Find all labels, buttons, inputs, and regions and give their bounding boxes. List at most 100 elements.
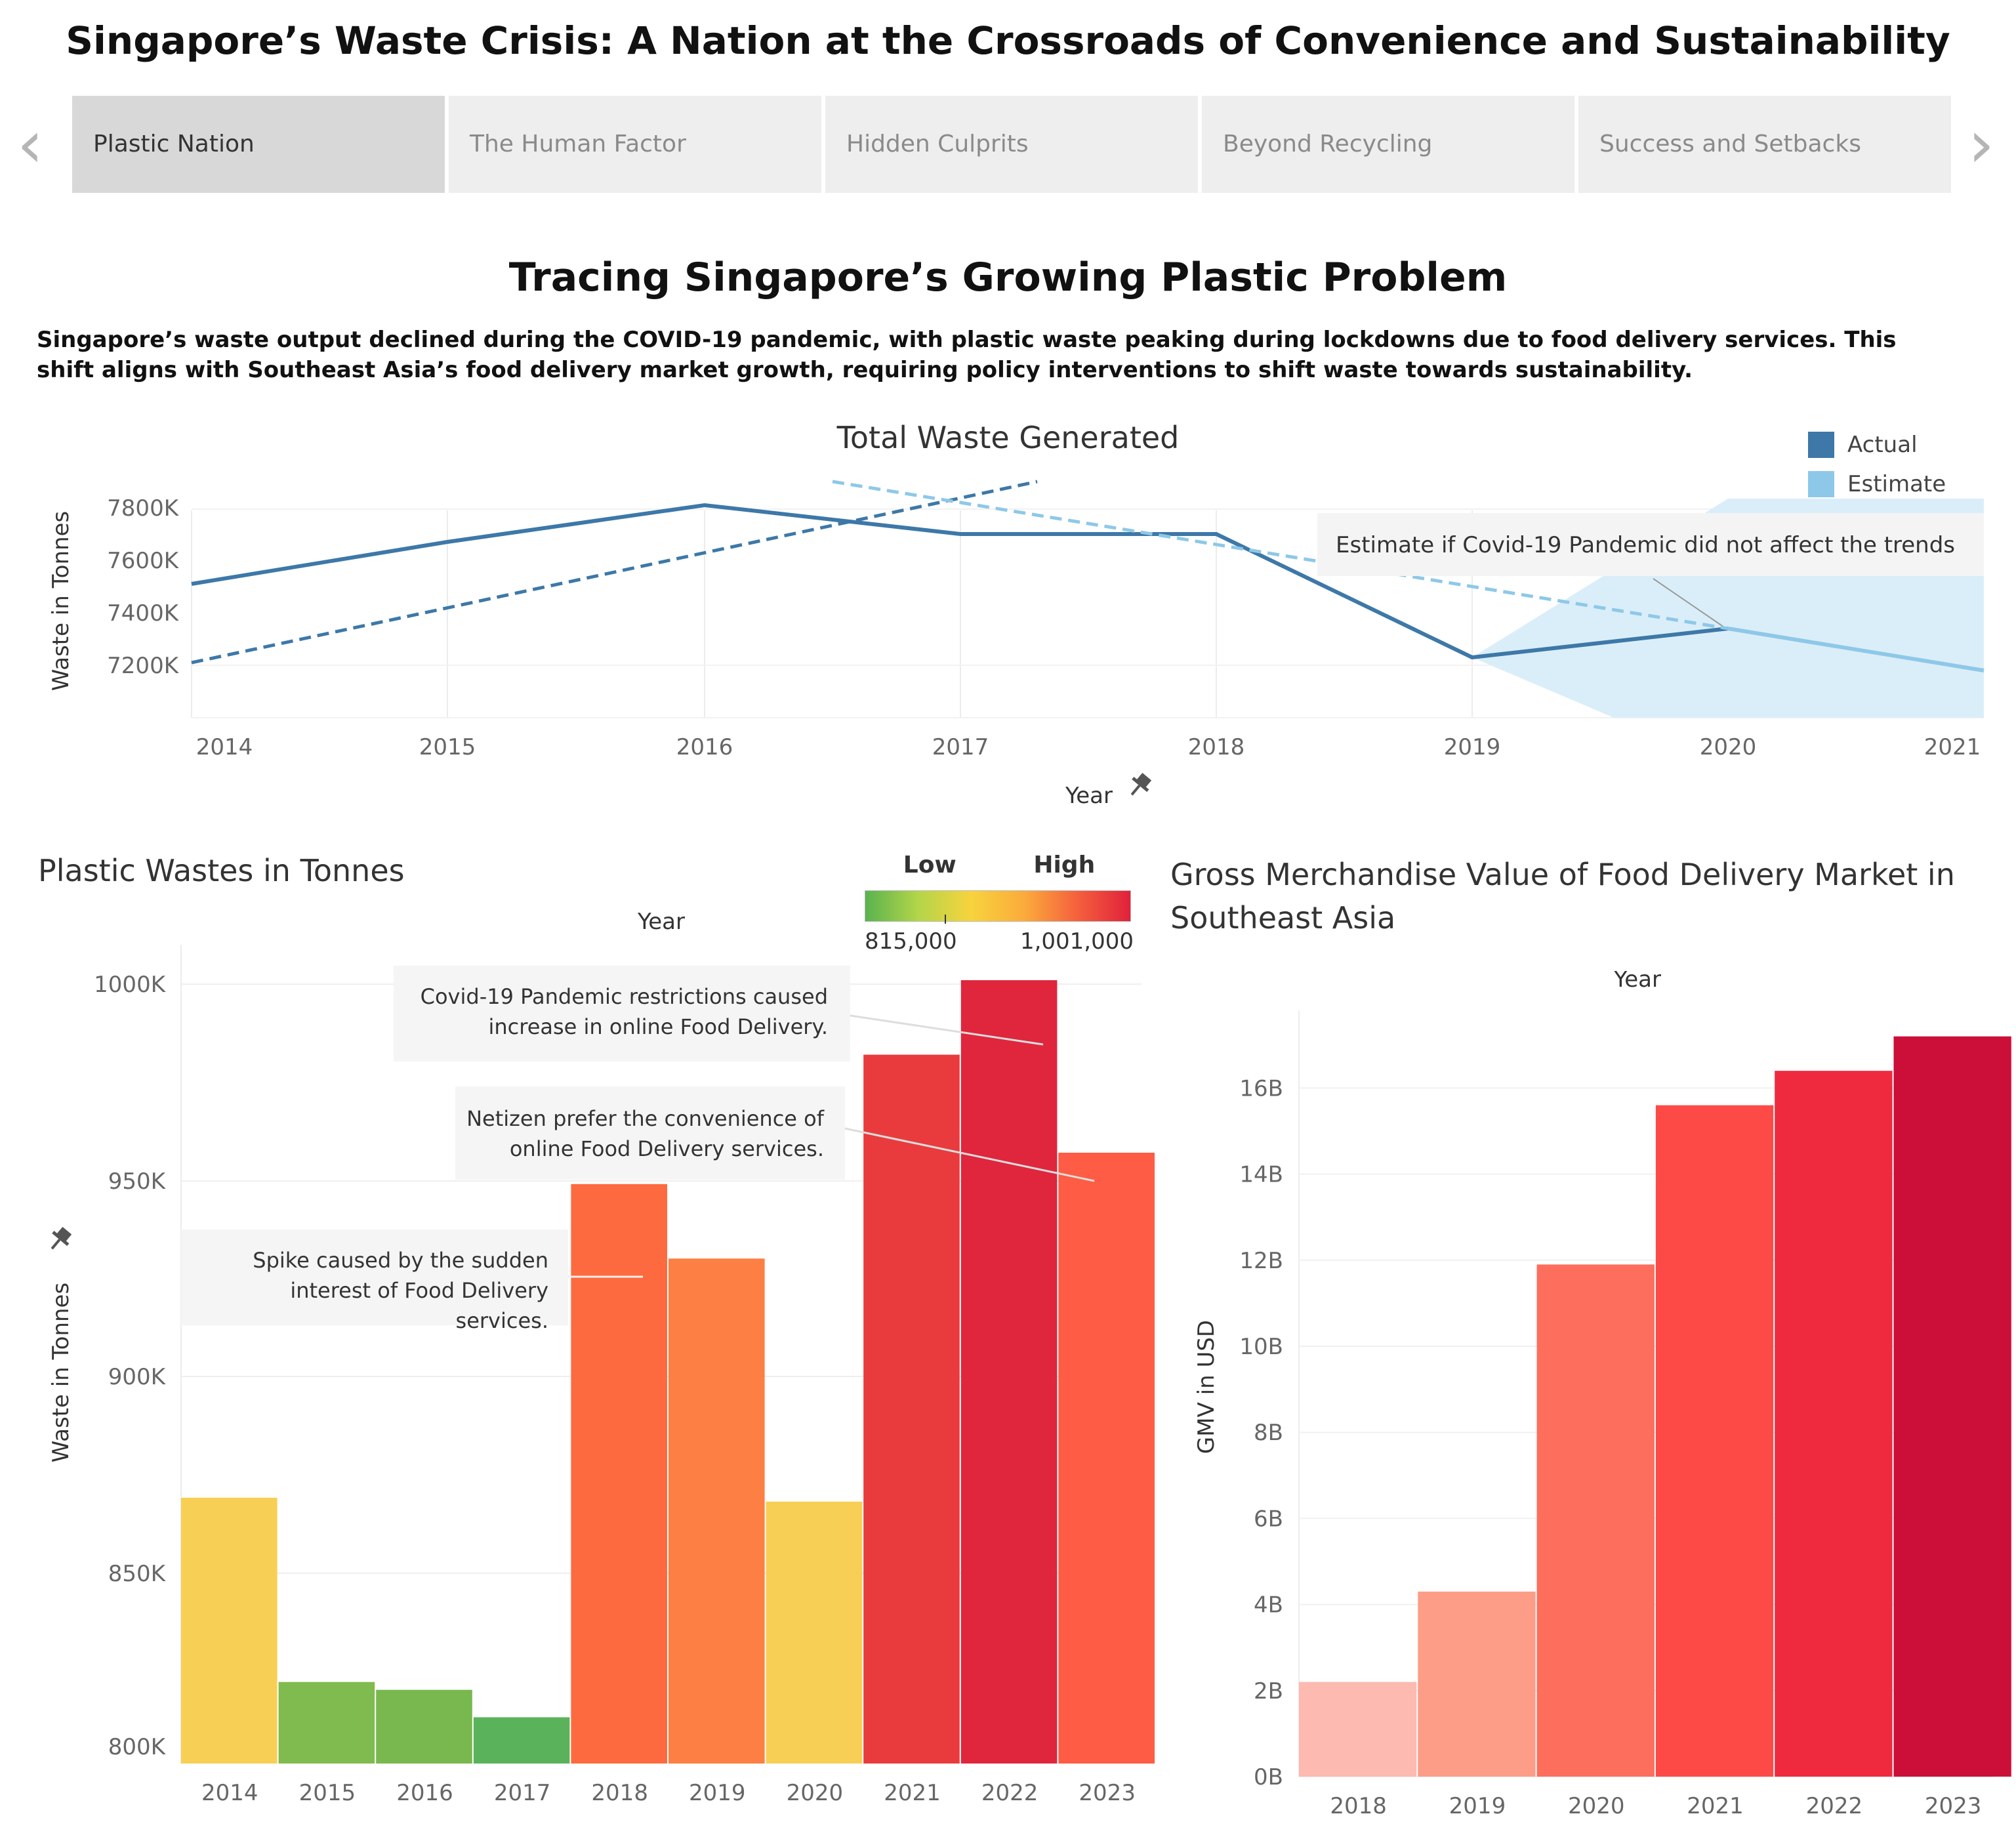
plastic-bar-2018[interactable] bbox=[571, 1184, 667, 1764]
gmv-y-tick-10B: 10B bbox=[1239, 1334, 1283, 1360]
chevron-left-icon[interactable]: ‹ bbox=[17, 106, 43, 182]
x-tick-2020: 2020 bbox=[1700, 734, 1757, 760]
plastic-x-tick-2022: 2022 bbox=[981, 1780, 1039, 1806]
gmv-y-tick-6B: 6B bbox=[1254, 1506, 1283, 1532]
gmv-y-tick-2B: 2B bbox=[1254, 1678, 1283, 1704]
legend-item-actual[interactable]: Actual bbox=[1808, 425, 1946, 464]
gmv-y-tick-8B: 8B bbox=[1254, 1420, 1283, 1446]
gmv-bar-2018[interactable] bbox=[1299, 1682, 1417, 1777]
y-tick-7600k: 7600K bbox=[107, 548, 180, 574]
gmv-chart: 2018 2019 2020 2021 2022 2023 16B 14B 12B 10B 8B 6… bbox=[1193, 971, 2011, 1819]
netizen-annotation-box bbox=[455, 1086, 845, 1180]
gmv-x-tick-2023: 2023 bbox=[1925, 1793, 1982, 1819]
gmv-y-axis-label: GMV in USD bbox=[1193, 1320, 1220, 1454]
gmv-y-ticks: 16B 14B 12B 10B 8B 6B 4B 2B 0B bbox=[1239, 1075, 1283, 1790]
x-tick-2014: 2014 bbox=[196, 734, 253, 760]
color-scale-gradient bbox=[865, 890, 1131, 924]
plastic-bar-2014[interactable] bbox=[181, 1497, 278, 1764]
gmv-chart-title: Gross Merchandise Value of Food Delivery… bbox=[1170, 857, 1955, 936]
tab-success-setbacks[interactable]: Success and Setbacks bbox=[1578, 96, 1951, 193]
gmv-x-ticks: 2018 2019 2020 2021 2022 2023 bbox=[1330, 1793, 1981, 1819]
line-chart-title: Total Waste Generated bbox=[836, 420, 1180, 455]
gmv-y-tick-4B: 4B bbox=[1254, 1592, 1283, 1619]
plastic-y-tick-950k: 950K bbox=[108, 1168, 167, 1195]
x-tick-2016: 2016 bbox=[676, 734, 733, 760]
color-scale-legend: Low High 815,000 1,001,000 bbox=[865, 852, 1134, 955]
line-chart-marks bbox=[191, 480, 1985, 672]
plastic-bar-2015[interactable] bbox=[278, 1682, 375, 1764]
plastic-chart-title: Plastic Wastes in Tonnes bbox=[38, 853, 405, 888]
plastic-waste-chart: 2014 2015 2016 2017 2018 2019 2020 2021 2022 2023… bbox=[45, 909, 1155, 1806]
gmv-x-tick-2022: 2022 bbox=[1806, 1793, 1863, 1819]
y-tick-7200k: 7200K bbox=[107, 653, 180, 679]
gmv-x-tick-2018: 2018 bbox=[1330, 1793, 1387, 1819]
x-tick-2021: 2021 bbox=[1924, 734, 1981, 760]
plastic-x-tick-2017: 2017 bbox=[494, 1780, 551, 1806]
y-tick-7800k: 7800K bbox=[107, 495, 180, 522]
story-title: Tracing Singapore’s Growing Plastic Prob… bbox=[508, 255, 1508, 300]
story-tabs: Plastic Nation The Human Factor Hidden C… bbox=[72, 96, 1951, 193]
plastic-bar-2017[interactable] bbox=[473, 1717, 570, 1764]
gmv-y-tick-12B: 12B bbox=[1239, 1248, 1283, 1274]
plastic-x-tick-2015: 2015 bbox=[299, 1780, 356, 1806]
covid-annotation: Covid-19 Pandemic restrictions caused inc… bbox=[421, 984, 828, 1039]
tab-human-factor[interactable]: The Human Factor bbox=[449, 96, 821, 193]
gmv-x-tick-2019: 2019 bbox=[1449, 1793, 1506, 1819]
color-scale-low: Low bbox=[903, 852, 957, 878]
plastic-bar-2020[interactable] bbox=[766, 1501, 863, 1764]
legend-item-estimate[interactable]: Estimate bbox=[1808, 464, 1946, 504]
gmv-bars bbox=[1299, 1036, 2011, 1777]
plastic-x-tick-2016: 2016 bbox=[396, 1780, 453, 1806]
plastic-bar-2019[interactable] bbox=[669, 1258, 765, 1764]
tab-beyond-recycling[interactable]: Beyond Recycling bbox=[1202, 96, 1574, 193]
color-scale-tick bbox=[945, 915, 946, 924]
plastic-y-tick-800k: 800K bbox=[108, 1734, 167, 1760]
plastic-bar-2022[interactable] bbox=[960, 980, 1058, 1764]
gmv-y-tick-16B: 16B bbox=[1239, 1075, 1283, 1102]
x-tick-2019: 2019 bbox=[1444, 734, 1501, 760]
plastic-bars bbox=[181, 980, 1155, 1764]
plastic-bar-2023[interactable] bbox=[1058, 1152, 1155, 1764]
gmv-bar-2020[interactable] bbox=[1536, 1264, 1655, 1777]
gmv-bar-2021[interactable] bbox=[1655, 1105, 1774, 1777]
total-waste-chart: Estimate if Covid-19 Pandemic did not af… bbox=[48, 480, 1985, 809]
color-scale-high: High bbox=[1033, 852, 1096, 878]
x-tick-2018: 2018 bbox=[1188, 734, 1245, 760]
color-scale-max: 1,001,000 bbox=[1019, 928, 1134, 955]
plastic-x-ticks: 2014 2015 2016 2017 2018 2019 2020 2021 2022 2023 bbox=[201, 1780, 1136, 1806]
plastic-x-tick-2020: 2020 bbox=[787, 1780, 844, 1806]
plastic-x-tick-2018: 2018 bbox=[591, 1780, 648, 1806]
tab-plastic-nation[interactable]: Plastic Nation bbox=[72, 96, 445, 193]
plastic-x-tick-2014: 2014 bbox=[201, 1780, 258, 1806]
gmv-x-tick-2020: 2020 bbox=[1568, 1793, 1625, 1819]
plastic-bar-2021[interactable] bbox=[863, 1054, 960, 1764]
gmv-bar-2023[interactable] bbox=[1893, 1036, 2011, 1777]
covid-leader-line bbox=[850, 1014, 1044, 1046]
gmv-bar-2022[interactable] bbox=[1775, 1071, 1893, 1777]
plastic-bar-2016[interactable] bbox=[376, 1689, 472, 1764]
plastic-y-tick-1000k: 1000K bbox=[94, 972, 167, 998]
line-actual bbox=[191, 503, 1729, 660]
x-axis-label: Year bbox=[1065, 783, 1113, 809]
x-tick-2015: 2015 bbox=[419, 734, 476, 760]
gmv-bar-2019[interactable] bbox=[1418, 1591, 1536, 1777]
annotation-leader-line bbox=[1653, 578, 1729, 630]
netizen-leader-line bbox=[844, 1127, 1095, 1182]
netizen-annotation: Netizen prefer the convenience of online … bbox=[466, 1106, 825, 1161]
spike-annotation: Spike caused by the sudden interest of Fo… bbox=[253, 1248, 548, 1333]
gmv-y-tick-0B: 0B bbox=[1254, 1764, 1283, 1790]
line-estimate-trend bbox=[832, 480, 1729, 630]
pin-icon[interactable] bbox=[1124, 770, 1155, 801]
legend-swatch-actual bbox=[1808, 432, 1834, 458]
tab-hidden-culprits[interactable]: Hidden Culprits bbox=[825, 96, 1198, 193]
line-estimate bbox=[1727, 627, 1985, 672]
x-tick-2017: 2017 bbox=[932, 734, 989, 760]
gmv-x-axis-label: Year bbox=[1613, 971, 1661, 993]
pin-icon[interactable] bbox=[45, 1224, 75, 1255]
story-intro: Singapore’s waste output declined during… bbox=[37, 327, 1897, 383]
line-chart-legend: Actual Estimate bbox=[1808, 425, 1946, 504]
legend-label-actual: Actual bbox=[1847, 432, 1918, 458]
plastic-x-axis-label: Year bbox=[637, 909, 685, 935]
estimate-annotation: Estimate if Covid-19 Pandemic did not af… bbox=[1336, 532, 1955, 558]
chevron-right-icon[interactable]: › bbox=[1968, 106, 1994, 182]
